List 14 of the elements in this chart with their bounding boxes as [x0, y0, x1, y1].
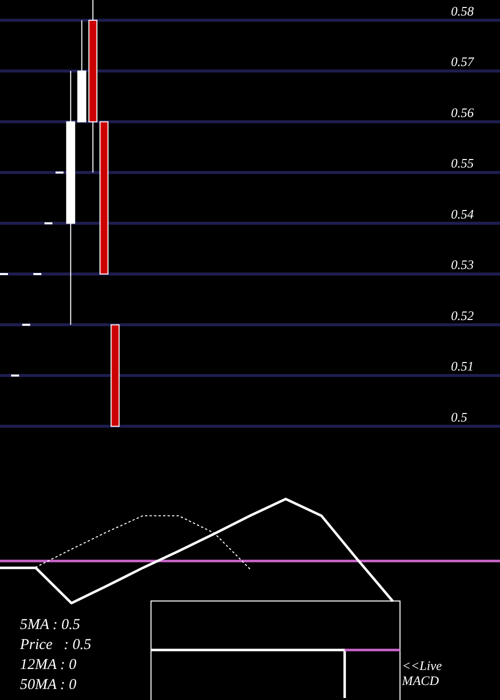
text: 5MA : 0.5	[20, 617, 81, 633]
text: 50MA : 0	[20, 677, 77, 693]
text: 12MA : 0	[20, 657, 77, 673]
y-tick-label: 0.55	[451, 156, 474, 171]
y-tick-label: 0.57	[451, 54, 474, 70]
y-tick-label: 0.51	[451, 358, 474, 374]
y-tick-label: 0.5	[451, 409, 468, 424]
y-tick-label: 0.58	[451, 3, 474, 18]
y-tick-label: 0.52	[451, 308, 474, 323]
y-tick-label: 0.56	[451, 104, 474, 120]
y-tick-label: 0.54	[451, 206, 474, 222]
annotation: <<Live MACD	[401, 658, 442, 688]
text: Price : 0.5	[19, 637, 92, 653]
y-tick-label: 0.53	[451, 257, 474, 272]
